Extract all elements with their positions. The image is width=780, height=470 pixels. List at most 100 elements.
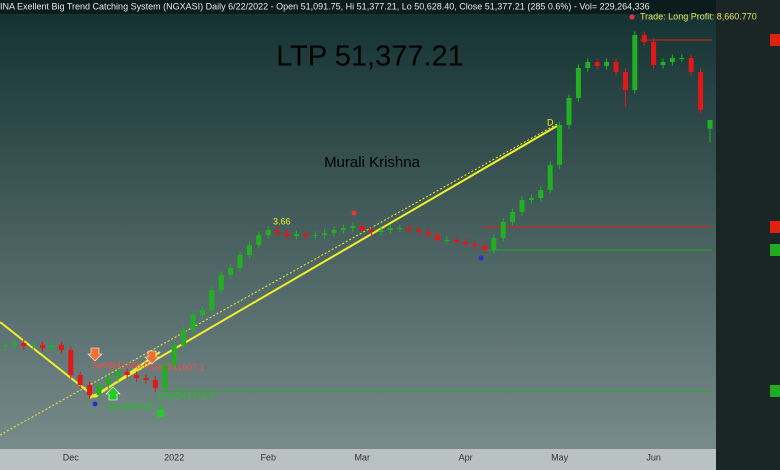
x-tick-label: Mar bbox=[354, 452, 370, 462]
x-tick-label: 2022 bbox=[164, 452, 184, 462]
trade-label: Trade: Long Profit: 8,660.770 bbox=[640, 11, 757, 21]
candle-body bbox=[87, 385, 93, 395]
candle-body bbox=[519, 200, 525, 212]
candle-body bbox=[171, 345, 177, 365]
point-label: D bbox=[547, 117, 554, 127]
buy-arrow bbox=[105, 386, 121, 401]
candle-body bbox=[547, 165, 553, 190]
candle-body bbox=[359, 226, 365, 230]
x-axis-strip bbox=[0, 449, 780, 470]
candle-body bbox=[397, 228, 403, 229]
dot bbox=[478, 255, 484, 261]
candle-body bbox=[566, 98, 572, 125]
candle-body bbox=[40, 345, 46, 348]
candle-body bbox=[632, 35, 638, 90]
candle-body bbox=[594, 62, 600, 66]
candle-body bbox=[679, 58, 685, 59]
candle-body bbox=[134, 375, 140, 378]
candle-body bbox=[453, 240, 459, 242]
y-axis-strip bbox=[716, 0, 780, 470]
ltp-label: LTP 51,377.21 bbox=[276, 41, 464, 73]
candle-body bbox=[246, 245, 252, 255]
header-bar bbox=[0, 0, 716, 14]
candle-body bbox=[651, 42, 657, 65]
candle-body bbox=[124, 372, 130, 375]
sell-arrow bbox=[144, 350, 160, 365]
candle-body bbox=[152, 380, 158, 388]
candle-body bbox=[575, 68, 581, 98]
candle-body bbox=[369, 230, 375, 232]
candle-body bbox=[463, 242, 469, 244]
candle-body bbox=[312, 235, 318, 236]
candle-body bbox=[68, 350, 74, 375]
candle-body bbox=[293, 234, 299, 236]
dot bbox=[351, 210, 357, 216]
candle-body bbox=[284, 233, 290, 236]
header: INA Exellent Big Trend Catching System (… bbox=[0, 1, 650, 11]
candle-body bbox=[707, 119, 713, 129]
candle-body bbox=[303, 234, 309, 236]
candle-body bbox=[613, 62, 619, 72]
dot bbox=[92, 401, 98, 407]
candle-body bbox=[585, 62, 591, 68]
candle-body bbox=[105, 378, 111, 385]
x-tick-label: May bbox=[551, 452, 569, 462]
candle-body bbox=[340, 228, 346, 230]
candle-body bbox=[209, 290, 215, 310]
x-tick-label: Apr bbox=[459, 452, 473, 462]
sell-label: Sell@41607.1 bbox=[148, 362, 205, 372]
candle-body bbox=[622, 72, 628, 90]
candle-body bbox=[472, 244, 478, 246]
candle-body bbox=[49, 345, 55, 348]
candle-body bbox=[190, 315, 196, 330]
sell-label: Sell@41686.0 bbox=[92, 360, 149, 370]
price-tag bbox=[770, 221, 780, 233]
candle-body bbox=[77, 375, 83, 385]
candle-body bbox=[350, 226, 356, 228]
x-tick-label: Jun bbox=[646, 452, 661, 462]
candle-body bbox=[641, 35, 647, 42]
ratio-label: 3.66 bbox=[273, 216, 291, 226]
trend-line bbox=[89, 125, 558, 399]
candle-body bbox=[510, 212, 516, 222]
candle-body bbox=[500, 222, 506, 238]
candle-body bbox=[96, 385, 102, 395]
sell-arrow bbox=[87, 347, 103, 362]
candle-body bbox=[256, 235, 262, 245]
dot bbox=[629, 14, 635, 20]
candle-body bbox=[425, 232, 431, 235]
candle-body bbox=[218, 275, 224, 290]
candle-body bbox=[58, 345, 64, 350]
candle-body bbox=[322, 233, 328, 235]
candle-body bbox=[604, 62, 610, 66]
price-tag bbox=[770, 244, 780, 256]
candle-body bbox=[669, 58, 675, 62]
price-tag bbox=[770, 34, 780, 46]
candle-body bbox=[275, 230, 281, 233]
candle-body bbox=[528, 198, 534, 200]
candle-body bbox=[237, 255, 243, 268]
candle-body bbox=[416, 230, 422, 232]
x-tick-label: Dec bbox=[63, 452, 80, 462]
author-label: Murali Krishna bbox=[324, 154, 421, 171]
candle-body bbox=[199, 310, 205, 315]
x-tick-label: Feb bbox=[260, 452, 276, 462]
candle-body bbox=[265, 230, 271, 235]
candle-body bbox=[481, 246, 487, 250]
candle-body bbox=[688, 58, 694, 72]
candle-body bbox=[378, 230, 384, 232]
candle-body bbox=[406, 228, 412, 230]
candle-body bbox=[2, 345, 8, 347]
candle-body bbox=[444, 240, 450, 241]
candle-body bbox=[698, 72, 704, 110]
candle-body bbox=[331, 230, 337, 233]
candle-body bbox=[434, 235, 440, 240]
candle-body bbox=[143, 378, 149, 380]
candle-body bbox=[11, 343, 17, 345]
candle-body bbox=[491, 238, 497, 250]
buy-label: Buy@42357.4 bbox=[108, 401, 165, 411]
candle-body bbox=[115, 372, 121, 378]
candle-body bbox=[387, 228, 393, 230]
